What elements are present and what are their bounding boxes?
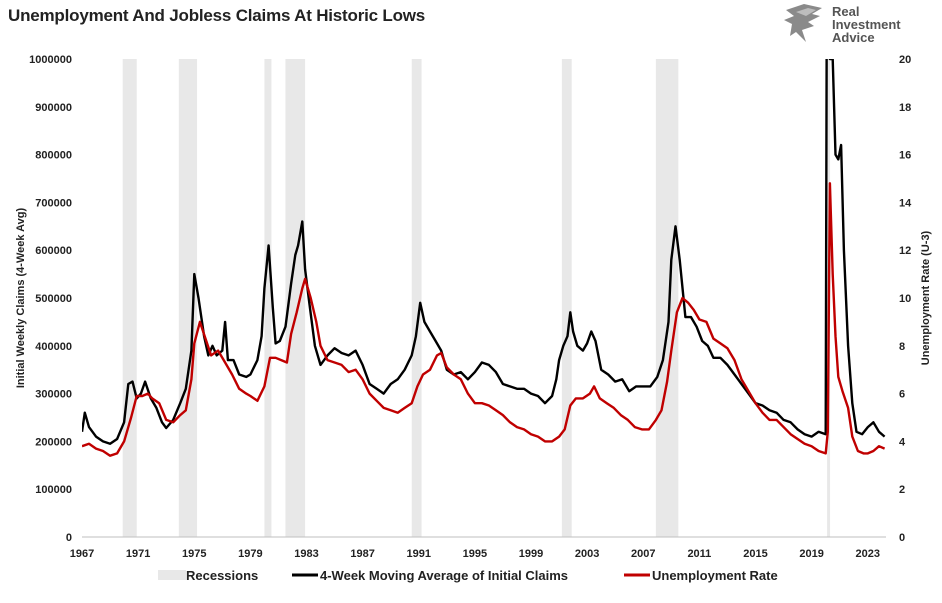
y-right-tick-label: 10	[899, 293, 911, 305]
y-right-tick-label: 4	[899, 436, 906, 448]
x-tick-label: 2007	[631, 548, 655, 560]
logo-line-1: Real	[832, 4, 860, 19]
y-right-axis-label: Unemployment Rate (U-3)	[920, 230, 932, 365]
chart-title: Unemployment And Jobless Claims At Histo…	[8, 6, 426, 25]
legend-swatch-recessions	[158, 570, 186, 580]
y-right-tick-label: 6	[899, 389, 905, 401]
x-tick-label: 1975	[182, 548, 206, 560]
logo-text: Real Investment Advice	[832, 5, 901, 44]
y-right-tick-label: 0	[899, 532, 905, 544]
unemployment-rate-line	[82, 182, 886, 457]
x-tick-label: 2015	[743, 548, 767, 560]
y-right-tick-label: 14	[899, 197, 912, 209]
y-left-tick-label: 900000	[35, 102, 72, 114]
recession-band-6	[655, 59, 679, 537]
axes: 0 100000 200000 300000 400000 500000 600000 700…	[15, 54, 932, 560]
x-tick-label: 1999	[519, 548, 543, 560]
legend: Recessions 4-Week Moving Average of Initi…	[158, 568, 778, 583]
y-right-tick-label: 8	[899, 341, 905, 353]
y-right-tick-label: 2	[899, 484, 905, 496]
y-left-tick-label: 500000	[35, 293, 72, 305]
x-tick-label: 2003	[575, 548, 599, 560]
brand-logo: Real Investment Advice	[782, 2, 932, 46]
x-tick-label: 1995	[463, 548, 487, 560]
x-tick-label: 2019	[799, 548, 823, 560]
y-left-tick-label: 1000000	[29, 54, 72, 66]
y-right-tick-label: 20	[899, 54, 911, 66]
x-tick-label: 1991	[407, 548, 431, 560]
recession-band-2	[264, 59, 272, 537]
recession-bands	[122, 59, 831, 537]
y-left-tick-label: 800000	[35, 150, 72, 162]
x-tick-label: 2023	[856, 548, 880, 560]
x-tick-label: 1979	[238, 548, 262, 560]
y-right-tick-label: 16	[899, 150, 911, 162]
y-left-tick-label: 300000	[35, 389, 72, 401]
y-left-tick-label: 600000	[35, 245, 72, 257]
y-right-tick-label: 18	[899, 102, 911, 114]
x-tick-label: 1987	[350, 548, 374, 560]
x-tick-label: 2011	[687, 548, 711, 560]
recession-band-5	[561, 59, 572, 537]
recession-band-4	[411, 59, 422, 537]
y-left-tick-label: 700000	[35, 197, 72, 209]
recession-band-1	[178, 59, 198, 537]
initial-claims-line	[82, 59, 886, 445]
logo-line-3: Advice	[832, 30, 875, 45]
eagle-icon	[784, 4, 822, 42]
legend-label: Unemployment Rate	[652, 568, 778, 583]
y-left-tick-label: 100000	[35, 484, 72, 496]
y-right-tick-label: 12	[899, 245, 911, 257]
series-lines	[82, 59, 886, 457]
legend-label: 4-Week Moving Average of Initial Claims	[320, 568, 568, 583]
logo-line-2: Investment	[832, 17, 901, 32]
y-left-tick-label: 400000	[35, 341, 72, 353]
y-left-axis-label: Initial Weekly Claims (4-Week Avg)	[15, 207, 27, 388]
y-left-tick-label: 0	[66, 532, 72, 544]
x-tick-label: 1983	[294, 548, 318, 560]
x-tick-label: 1967	[70, 548, 94, 560]
x-tick-label: 1971	[126, 548, 150, 560]
legend-label: Recessions	[186, 568, 258, 583]
recession-band-3	[285, 59, 306, 537]
y-left-tick-label: 200000	[35, 436, 72, 448]
recession-band-0	[122, 59, 137, 537]
